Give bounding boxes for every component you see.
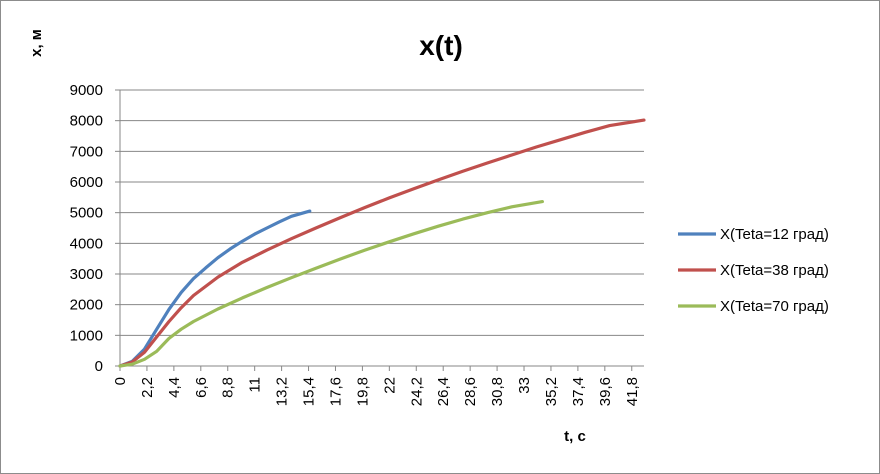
x-tick-label: 24,2 (408, 377, 425, 406)
x-tick-labels: 0 2,2 4,4 6,6 8,8 11 13,2 15,4 17,6 19,8 22 24,2 26,… (112, 377, 641, 406)
x-tick-label: 13,2 (274, 377, 291, 406)
series-line-3 (118, 200, 545, 368)
x-tick-label: 8,8 (220, 377, 237, 398)
x-tick-label: 22 (381, 377, 398, 394)
y-tick-label: 5000 (70, 205, 103, 222)
x-tick-label: 41,8 (624, 377, 641, 406)
series-line-1 (118, 209, 312, 368)
x-axis-title: t, c (564, 428, 586, 445)
x-tick-label: 26,4 (435, 377, 452, 406)
x-tick-label: 30,8 (489, 377, 506, 406)
y-tick-label: 0 (95, 358, 103, 375)
axes (119, 90, 644, 367)
y-tick-label: 6000 (70, 174, 103, 191)
x-tick-label: 6,6 (193, 377, 210, 398)
y-tick-label: 2000 (70, 297, 103, 314)
x-tick-label: 37,4 (570, 377, 587, 406)
y-axis-title: x, м (28, 29, 45, 57)
gridlines (115, 89, 644, 371)
y-tick-label: 9000 (70, 82, 103, 99)
y-tick-label: 8000 (70, 113, 103, 130)
x-tick-label: 4,4 (166, 377, 183, 398)
legend-label-3: X(Teta=70 град) (720, 298, 829, 315)
x-tick-label: 33 (516, 377, 533, 394)
y-tick-label: 7000 (70, 143, 103, 160)
x-tick-label: 17,6 (327, 377, 344, 406)
x-tick-label: 28,6 (462, 377, 479, 406)
series-line-2 (118, 118, 646, 368)
legend-label-1: X(Teta=12 град) (720, 226, 829, 243)
x-tick-label: 2,2 (139, 377, 156, 398)
y-tick-label: 1000 (70, 327, 103, 344)
x-tick-label: 19,8 (354, 377, 371, 406)
y-tick-label: 4000 (70, 235, 103, 252)
x-tick-label: 15,4 (301, 377, 318, 406)
legend: X(Teta=12 град) X(Teta=38 град) X(Teta=70 … (678, 226, 829, 315)
x-tick-label: 11 (247, 377, 264, 393)
y-tick-labels: 0 1000 2000 3000 4000 5000 6000 7000 8000 9000 (70, 82, 103, 375)
legend-label-2: X(Teta=38 град) (720, 262, 829, 279)
series-lines (118, 118, 646, 368)
x-tick-label: 39,6 (597, 377, 614, 406)
x-tick-label: 0 (112, 377, 129, 385)
y-tick-label: 3000 (70, 266, 103, 283)
chart-title: x(t) (419, 30, 463, 61)
x-tick-label: 35,2 (543, 377, 560, 406)
